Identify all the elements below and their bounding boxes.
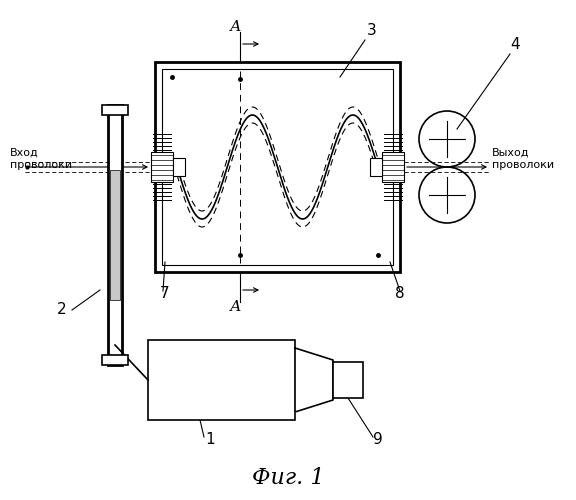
Polygon shape bbox=[295, 348, 333, 412]
Text: 9: 9 bbox=[373, 432, 383, 448]
Bar bbox=[333, 362, 363, 398]
Text: А: А bbox=[230, 300, 242, 314]
Bar bbox=[162, 69, 393, 265]
Bar bbox=[151, 152, 173, 182]
Text: Фиг. 1: Фиг. 1 bbox=[252, 467, 324, 489]
Text: А: А bbox=[230, 20, 242, 34]
Text: Выход: Выход bbox=[492, 148, 529, 158]
Bar bbox=[173, 158, 185, 176]
Bar bbox=[370, 158, 382, 176]
Text: проволоки: проволоки bbox=[492, 160, 554, 170]
Text: 7: 7 bbox=[160, 286, 169, 302]
Bar bbox=[102, 355, 128, 365]
Bar bbox=[108, 105, 122, 365]
Text: 4: 4 bbox=[510, 37, 520, 52]
Text: проволоки: проволоки bbox=[10, 160, 72, 170]
Bar bbox=[102, 105, 128, 115]
Text: 3: 3 bbox=[367, 23, 377, 38]
Text: 1: 1 bbox=[205, 432, 215, 448]
Bar bbox=[155, 62, 400, 272]
Bar bbox=[110, 170, 120, 300]
Text: 2: 2 bbox=[57, 302, 67, 318]
Bar bbox=[382, 152, 404, 182]
Bar bbox=[148, 340, 295, 420]
Text: 8: 8 bbox=[395, 286, 404, 302]
Text: Вход: Вход bbox=[10, 148, 39, 158]
